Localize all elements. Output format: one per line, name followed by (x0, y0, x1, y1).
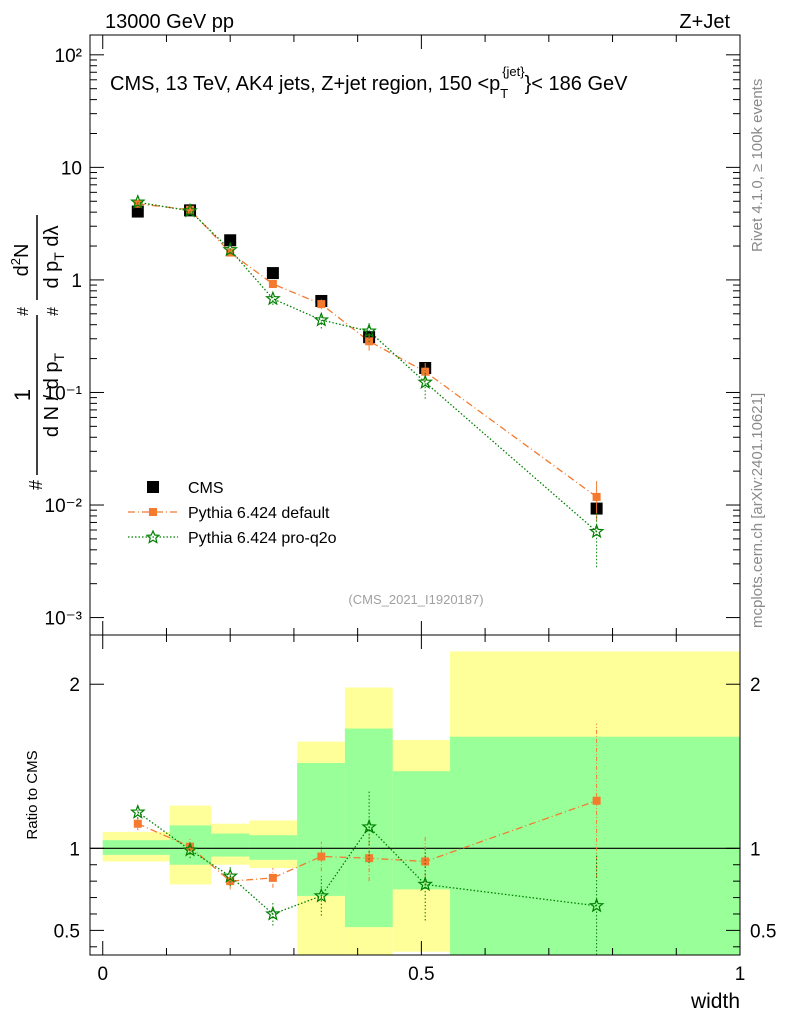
main-panel: 10⁻³ 10⁻² 10⁻¹ 1 10 10² CMS, 13 TeV, AK4 jets… (8, 34, 741, 636)
plot-title: CMS, 13 TeV, AK4 jets, Z+jet region, 150… (110, 64, 628, 101)
mcplots-label: mcplots.cern.ch [arXiv:2401.10621] (749, 393, 766, 628)
svg-text:1: 1 (10, 389, 35, 401)
ratio-square-point (592, 796, 601, 805)
ratio-frame (89, 634, 741, 956)
ratio-square-point (268, 873, 277, 882)
x-tick-label: 1 (735, 964, 746, 985)
ratio-band-green (102, 840, 170, 855)
ratio-y-label: Ratio to CMS (24, 750, 41, 839)
y-tick-label: 10 (61, 158, 82, 179)
ratio-y-tick-label-left: 1 (69, 839, 80, 860)
ratio-band-green (297, 763, 345, 896)
main-star-point (129, 193, 146, 209)
ratio-square-point (133, 819, 142, 828)
ratio-star-point (222, 867, 239, 883)
ratio-panel: 0.5 0.5 1 1 2 2 0 0.5 1 Ratio to CMS width (24, 634, 776, 1013)
ratio-line-0 (137, 800, 597, 882)
ratio-axes: 0.5 0.5 1 1 2 2 0 0.5 1 (54, 635, 776, 985)
ratio-star-point (313, 887, 330, 903)
main-square-point (317, 300, 326, 309)
main-star-point (222, 241, 239, 257)
ratio-band-green (392, 771, 451, 890)
ratio-plot-content (90, 651, 740, 955)
ratio-y-tick-label-right: 2 (750, 675, 761, 696)
main-square-point (421, 367, 430, 376)
x-tick-label: 0.5 (408, 964, 434, 985)
energy-label: 13000 GeV pp (105, 11, 234, 33)
ratio-star-point (417, 876, 434, 892)
main-plot-content (129, 193, 605, 568)
title-suffix: }< 186 GeV (525, 73, 629, 95)
x-axis-label: width (690, 990, 740, 1013)
ratio-square-point (317, 852, 326, 861)
legend-marker-default (149, 508, 157, 516)
rivet-label: Rivet 4.1.0, ≥ 100k events (749, 79, 766, 252)
process-label: Z+Jet (679, 11, 730, 33)
y-tick-label: 10⁻¹ (45, 383, 83, 404)
svg-text:d2N: d2N (8, 244, 33, 277)
ratio-star-point (588, 897, 605, 913)
svg-text:d N / d pT: d N / d pT (41, 352, 67, 437)
legend-label-q2o: Pythia 6.424 pro-q2o (188, 530, 337, 547)
ratio-band-green (450, 736, 740, 955)
main-square-point (592, 492, 601, 501)
ratio-y-tick-label-left: 0.5 (54, 921, 80, 942)
ratio-line-1 (137, 811, 597, 915)
svg-text:#: # (15, 307, 32, 316)
y-tick-label: 1 (71, 271, 82, 292)
title-sub: T (500, 86, 508, 101)
ratio-star-point (361, 818, 377, 834)
main-star-point (313, 311, 330, 327)
ratio-star-point (265, 905, 281, 921)
legend-marker-q2o (145, 529, 161, 544)
ratio-band-green (211, 833, 250, 857)
ratio-y-tick-label-left: 2 (69, 675, 80, 696)
y-tick-label: 10⁻² (45, 496, 83, 517)
ratio-y-tick-label-right: 1 (750, 839, 761, 860)
main-square-point (268, 279, 277, 288)
main-axes: 10⁻³ 10⁻² 10⁻¹ 1 10 10² (45, 35, 741, 635)
main-line-0 (137, 203, 597, 498)
main-square-point (186, 205, 195, 214)
cms-point (131, 205, 144, 218)
ratio-star-point (182, 841, 198, 857)
svg-text:d pT dλ: d pT dλ (41, 225, 67, 288)
main-star-point (588, 523, 605, 539)
cms-point (224, 234, 237, 247)
main-star-point (265, 290, 281, 306)
svg-text:#: # (45, 307, 62, 316)
title-prefix: CMS, 13 TeV, AK4 jets, Z+jet region, 150… (110, 73, 500, 95)
y-tick-label: 10⁻³ (45, 609, 83, 630)
title-sup: {jet} (502, 64, 525, 79)
analysis-watermark: (CMS_2021_I1920187) (348, 592, 483, 607)
x-tick-label: 0 (97, 964, 108, 985)
legend-label-default: Pythia 6.424 default (188, 505, 330, 522)
svg-text:#: # (26, 480, 46, 490)
main-line-1 (137, 201, 598, 533)
ratio-y-tick-label-right: 0.5 (750, 921, 776, 942)
ratio-star-point (129, 803, 146, 819)
ratio-band-green (249, 835, 298, 860)
main-star-point (417, 374, 434, 389)
main-star-point (182, 202, 198, 218)
main-star-point (361, 322, 377, 338)
cms-point (266, 267, 279, 280)
legend-marker-cms (147, 481, 159, 493)
legend-label-cms: CMS (188, 480, 224, 497)
ratio-square-point (421, 857, 430, 866)
y-axis-label: 1 d N / d pT # d2N d pT dλ # # (8, 215, 67, 490)
legend: CMS Pythia 6.424 default Pythia 6.424 pr… (128, 480, 337, 547)
y-tick-label: 10² (55, 46, 82, 67)
